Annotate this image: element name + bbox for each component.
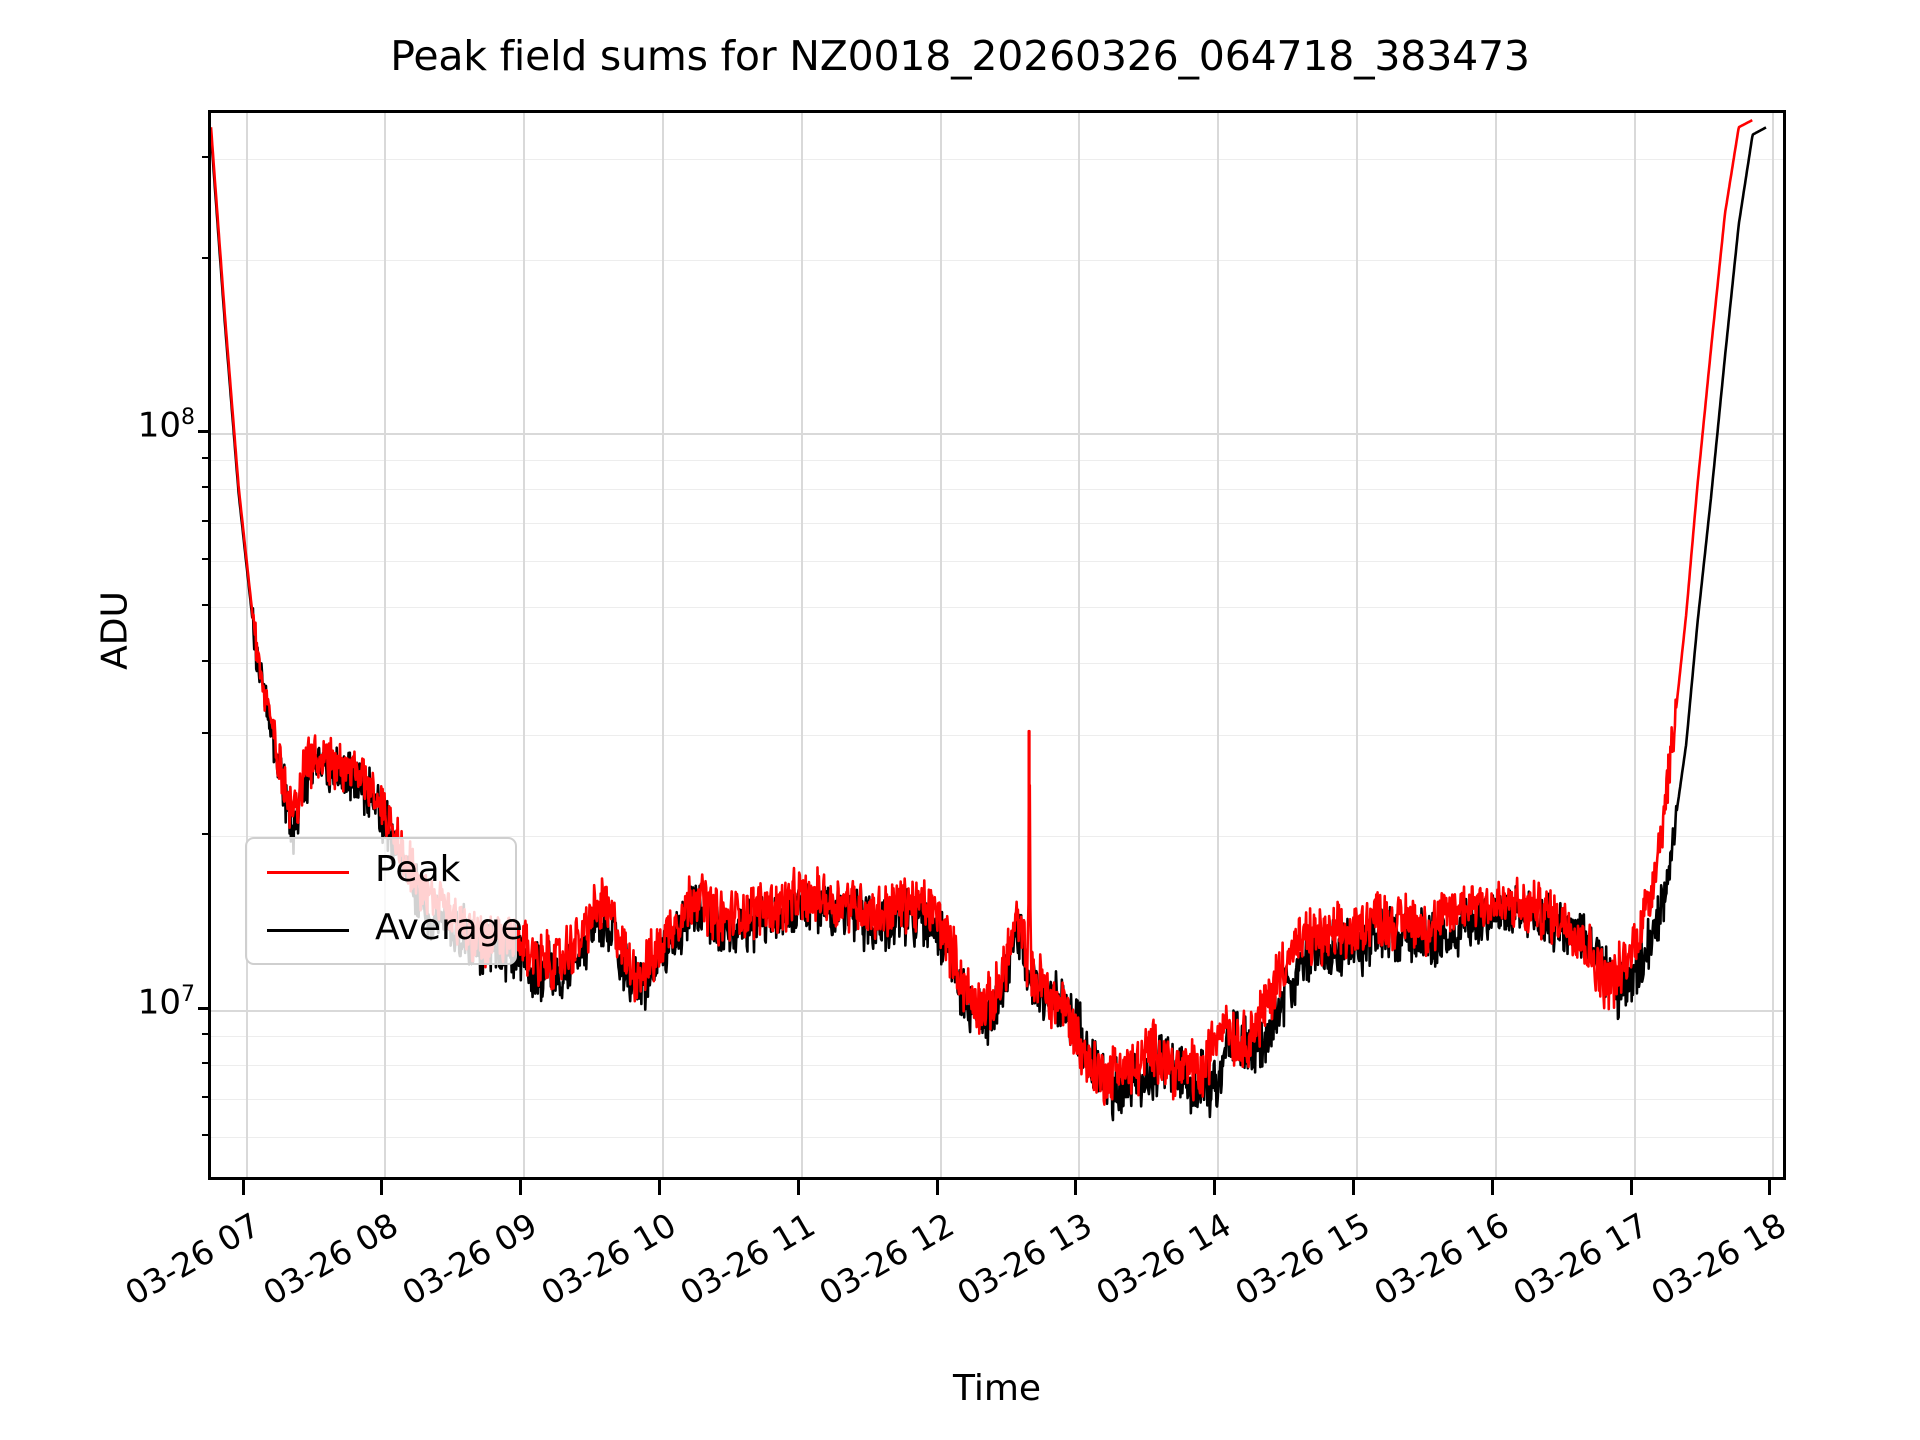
gridline-minor — [211, 522, 1783, 524]
legend-label-average: Average — [375, 907, 523, 948]
x-tick-mark — [796, 1180, 800, 1195]
gridline-minor — [211, 1098, 1783, 1100]
gridline-major-vertical — [1633, 113, 1636, 1177]
legend: Peak Average — [245, 837, 523, 965]
legend-entry-peak: Peak — [247, 843, 515, 901]
gridline-minor — [211, 606, 1783, 608]
gridline-minor — [211, 260, 1783, 262]
x-tick-mark — [1351, 1180, 1355, 1195]
y-tick-minor — [202, 833, 211, 836]
gridline-major-vertical — [662, 113, 665, 1177]
gridline-minor — [211, 459, 1783, 461]
data-lines — [211, 119, 1767, 1122]
y-tick-minor — [202, 1134, 211, 1137]
gridline-major-vertical — [245, 113, 248, 1177]
gridline-minor — [211, 734, 1783, 736]
y-tick-major — [198, 1006, 211, 1010]
gridline-major-vertical — [1078, 113, 1081, 1177]
gridline-major-vertical — [1217, 113, 1220, 1177]
x-tick-mark — [380, 1180, 384, 1195]
legend-label-peak: Peak — [375, 849, 461, 890]
gridline-major-vertical — [1494, 113, 1497, 1177]
x-tick-mark — [519, 1180, 523, 1195]
gridline-major-vertical — [1772, 113, 1775, 1177]
gridline-minor — [211, 1137, 1783, 1139]
gridline-major-vertical — [384, 113, 387, 1177]
y-tick-minor — [202, 257, 211, 260]
legend-swatch-average — [267, 929, 349, 932]
y-tick-minor — [202, 1032, 211, 1035]
y-tick-minor — [202, 1095, 211, 1098]
x-tick-mark — [935, 1180, 939, 1195]
y-tick-minor — [202, 519, 211, 522]
gridline-minor — [211, 1035, 1783, 1037]
x-tick-mark — [1768, 1180, 1772, 1195]
x-tick-mark — [1490, 1180, 1494, 1195]
gridline-major-vertical — [939, 113, 942, 1177]
gridline-minor — [211, 1065, 1783, 1067]
gridline-major — [211, 433, 1783, 436]
gridline-major-vertical — [523, 113, 526, 1177]
x-tick-mark — [658, 1180, 662, 1195]
y-tick-minor — [202, 659, 211, 662]
x-tick-mark — [1074, 1180, 1078, 1195]
legend-entry-average: Average — [247, 901, 523, 959]
gridline-minor — [211, 158, 1783, 160]
gridline-minor — [211, 662, 1783, 664]
y-tick-minor — [202, 558, 211, 561]
y-tick-minor — [202, 486, 211, 489]
gridline-minor — [211, 489, 1783, 491]
x-tick-mark — [241, 1180, 245, 1195]
y-tick-label: 107 — [137, 981, 195, 1022]
y-tick-minor — [202, 456, 211, 459]
y-axis-label: ADU — [94, 591, 136, 670]
gridline-minor — [211, 836, 1783, 838]
x-axis-label: Time — [952, 1368, 1042, 1409]
gridline-minor — [211, 561, 1783, 563]
x-tick-mark — [1213, 1180, 1217, 1195]
gridline-major-vertical — [800, 113, 803, 1177]
y-tick-major — [198, 430, 211, 434]
plot-area: Peak Average — [208, 110, 1786, 1180]
y-tick-minor — [202, 731, 211, 734]
y-tick-minor — [202, 603, 211, 606]
x-tick-mark — [1629, 1180, 1633, 1195]
chart-title: Peak field sums for NZ0018_20260326_0647… — [390, 32, 1530, 80]
y-tick-minor — [202, 1062, 211, 1065]
y-tick-label: 108 — [137, 405, 195, 446]
legend-swatch-peak — [267, 871, 349, 874]
y-tick-minor — [202, 155, 211, 158]
gridline-major-vertical — [1355, 113, 1358, 1177]
